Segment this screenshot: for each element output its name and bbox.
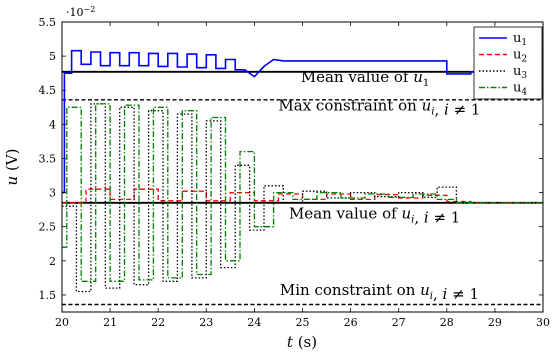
legend-label-4: u4 xyxy=(513,81,527,98)
x-tick-label: 29 xyxy=(488,316,502,329)
legend-box xyxy=(473,26,543,100)
axes-ticks: 20 21 22 23 24 25 26 27 28 29 30 1.5 2 2.5 3 3.5 4 4.5 5 5.… xyxy=(39,16,551,329)
series-line-u2 xyxy=(62,188,543,204)
x-tick-label: 20 xyxy=(55,316,69,329)
x-tick-label: 25 xyxy=(296,316,310,329)
x-tick-label: 26 xyxy=(344,316,358,329)
reference-lines xyxy=(62,70,543,306)
x-tick-label: 27 xyxy=(392,316,406,329)
annotation-4: Min constraint on ui, i ≠ 1 xyxy=(280,281,479,303)
x-tick-label: 22 xyxy=(151,316,165,329)
x-axis-title: t (s) xyxy=(287,333,317,351)
series-layer xyxy=(62,49,543,293)
legend-label-1: u1 xyxy=(513,31,527,48)
legend-label-3: u3 xyxy=(513,64,527,81)
y-tick-label: 5.5 xyxy=(39,16,57,29)
annotation-2: Max constraint on ui, i ≠ 1 xyxy=(278,97,480,119)
annotations: Mean value of u1 Max constraint on ui, i … xyxy=(278,68,480,303)
y-tick-label: 3.5 xyxy=(39,152,57,165)
y-axis-multiplier: ·10−2 xyxy=(66,5,95,19)
y-tick-label: 2 xyxy=(49,255,56,268)
series-line-u3 xyxy=(62,103,543,293)
y-tick-label: 4.5 xyxy=(39,84,57,97)
y-tick-label: 2.5 xyxy=(39,221,57,234)
legend-label-2: u2 xyxy=(513,48,527,65)
y-tick-label: 1.5 xyxy=(39,289,57,302)
plot-area-frame xyxy=(61,21,544,313)
x-tick-label: 21 xyxy=(103,316,117,329)
y-tick-label: 4 xyxy=(49,118,56,131)
x-tick-label: 28 xyxy=(440,316,454,329)
x-tick-label: 23 xyxy=(199,316,213,329)
series-line-u4 xyxy=(62,103,543,282)
y-tick-label: 5 xyxy=(49,50,56,63)
y-axis-title: u (V) xyxy=(3,149,21,186)
x-tick-label: 30 xyxy=(536,316,550,329)
x-tick-label: 24 xyxy=(247,316,261,329)
annotation-1: Mean value of u1 xyxy=(301,68,430,89)
y-tick-label: 3 xyxy=(49,187,56,200)
annotation-3: Mean value of ui, i ≠ 1 xyxy=(289,205,460,227)
series-line-u1 xyxy=(62,49,543,194)
